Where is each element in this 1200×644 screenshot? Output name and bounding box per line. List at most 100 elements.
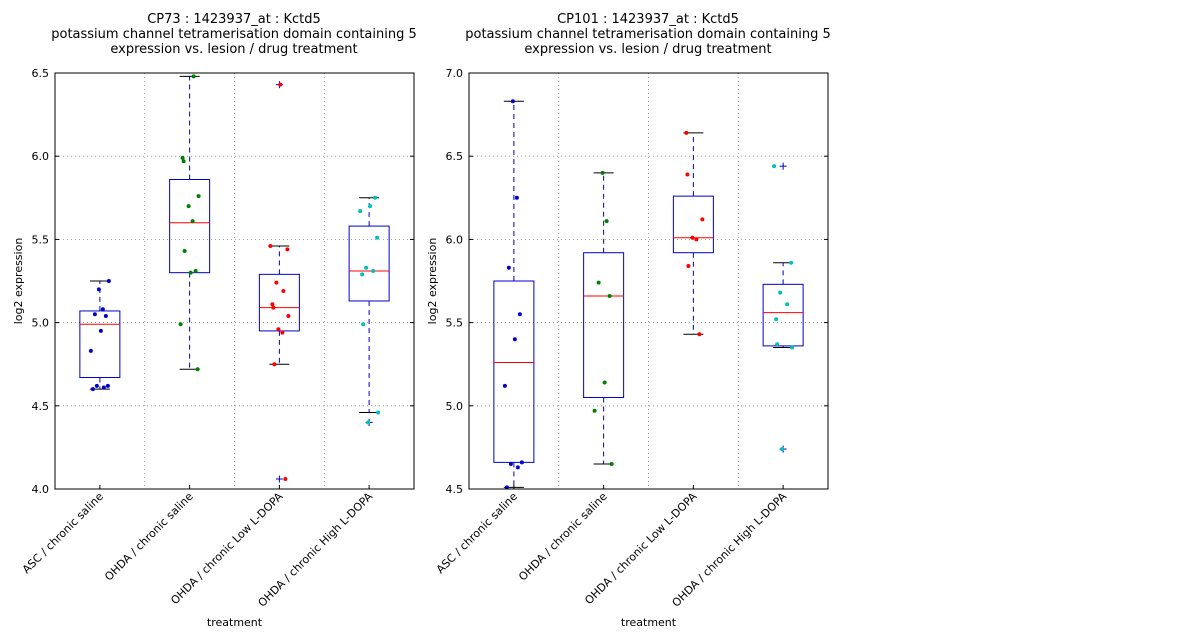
data-point [772, 164, 777, 169]
data-point [790, 345, 795, 350]
data-point [188, 270, 193, 275]
data-point [271, 305, 276, 310]
chart-title-line-3: expression vs. lesion / drug treatment [110, 42, 357, 57]
data-point [609, 462, 614, 467]
data-point [276, 327, 281, 332]
data-point [278, 82, 283, 87]
data-point [368, 204, 373, 209]
y-tick-label: 5.0 [446, 400, 464, 413]
data-point [700, 217, 705, 222]
chart-title-line-1: CP73 : 1423937_at : Kctd5 [147, 12, 321, 27]
data-point [191, 74, 196, 79]
plot-frame [54, 72, 415, 490]
data-point [515, 465, 520, 470]
data-point [504, 485, 509, 490]
y-tick-label: 5.5 [446, 317, 464, 330]
y-tick-label: 6.5 [32, 67, 50, 80]
data-point [280, 330, 285, 335]
box-iqr [583, 252, 625, 398]
plot-frame [468, 72, 829, 490]
data-point [517, 312, 522, 317]
y-axis-label: log2 expression [12, 238, 25, 325]
data-point [510, 99, 515, 104]
chart-title-line-1: CP101 : 1423937_at : Kctd5 [557, 12, 739, 27]
chart-title-line-3: expression vs. lesion / drug treatment [524, 42, 771, 57]
data-point [274, 280, 279, 285]
box-iqr [762, 283, 804, 347]
x-tick-label: OHDA / chronic saline [516, 490, 610, 584]
data-point [592, 408, 597, 413]
data-point [785, 302, 790, 307]
y-tick-label: 4.0 [32, 483, 50, 496]
data-point [272, 362, 277, 367]
data-point [519, 460, 524, 465]
data-point [514, 195, 519, 200]
data-point [193, 269, 198, 274]
data-point [690, 235, 695, 240]
data-point [103, 313, 108, 318]
y-tick-label: 6.0 [32, 150, 50, 163]
data-point [270, 302, 275, 307]
data-point [775, 342, 780, 347]
data-point [178, 322, 183, 327]
x-axis-label: treatment [207, 616, 263, 629]
data-point [607, 293, 612, 298]
data-point [190, 219, 195, 224]
box-iqr [672, 195, 714, 254]
data-point [600, 170, 605, 175]
data-point [100, 307, 105, 312]
data-point [789, 260, 794, 265]
y-axis-label: log2 expression [426, 238, 439, 325]
data-point [512, 337, 517, 342]
data-point [506, 265, 511, 270]
data-point [196, 194, 201, 199]
data-point [180, 155, 185, 160]
data-point [686, 264, 691, 269]
y-tick-label: 4.5 [32, 400, 50, 413]
y-tick-label: 7.0 [446, 67, 464, 80]
data-point [774, 317, 779, 322]
data-point [283, 477, 288, 482]
data-point [286, 313, 291, 318]
data-point [778, 290, 783, 295]
data-point [366, 420, 371, 425]
data-point [508, 462, 513, 467]
data-point [360, 272, 365, 277]
data-point [361, 322, 366, 327]
y-tick-label: 6.0 [446, 233, 464, 246]
box-iqr [169, 178, 211, 274]
data-point [780, 447, 785, 452]
data-point [358, 209, 363, 214]
data-point [94, 383, 99, 388]
data-point [604, 219, 609, 224]
data-point [181, 159, 186, 164]
data-point [105, 383, 110, 388]
data-point [596, 280, 601, 285]
x-tick-label: ASC / chronic saline [434, 490, 520, 576]
y-tick-label: 4.5 [446, 483, 464, 496]
data-point [88, 348, 93, 353]
data-point [195, 367, 200, 372]
chart-title-line-2: potassium channel tetramerisation domain… [465, 27, 831, 42]
y-tick-label: 5.5 [32, 233, 50, 246]
data-point [375, 235, 380, 240]
x-axis-label: treatment [621, 616, 677, 629]
data-point [697, 332, 702, 337]
x-tick-label: OHDA / chronic saline [102, 490, 196, 584]
data-point [364, 265, 369, 270]
data-point [684, 130, 689, 135]
data-point [96, 287, 101, 292]
data-point [694, 237, 699, 242]
data-point [602, 380, 607, 385]
y-tick-label: 6.5 [446, 150, 464, 163]
box-iqr [348, 225, 390, 302]
data-point [685, 172, 690, 177]
data-point [285, 247, 290, 252]
data-point [182, 249, 187, 254]
data-point [98, 328, 103, 333]
data-point [373, 195, 378, 200]
x-tick-label: ASC / chronic saline [20, 490, 106, 576]
data-point [371, 269, 376, 274]
